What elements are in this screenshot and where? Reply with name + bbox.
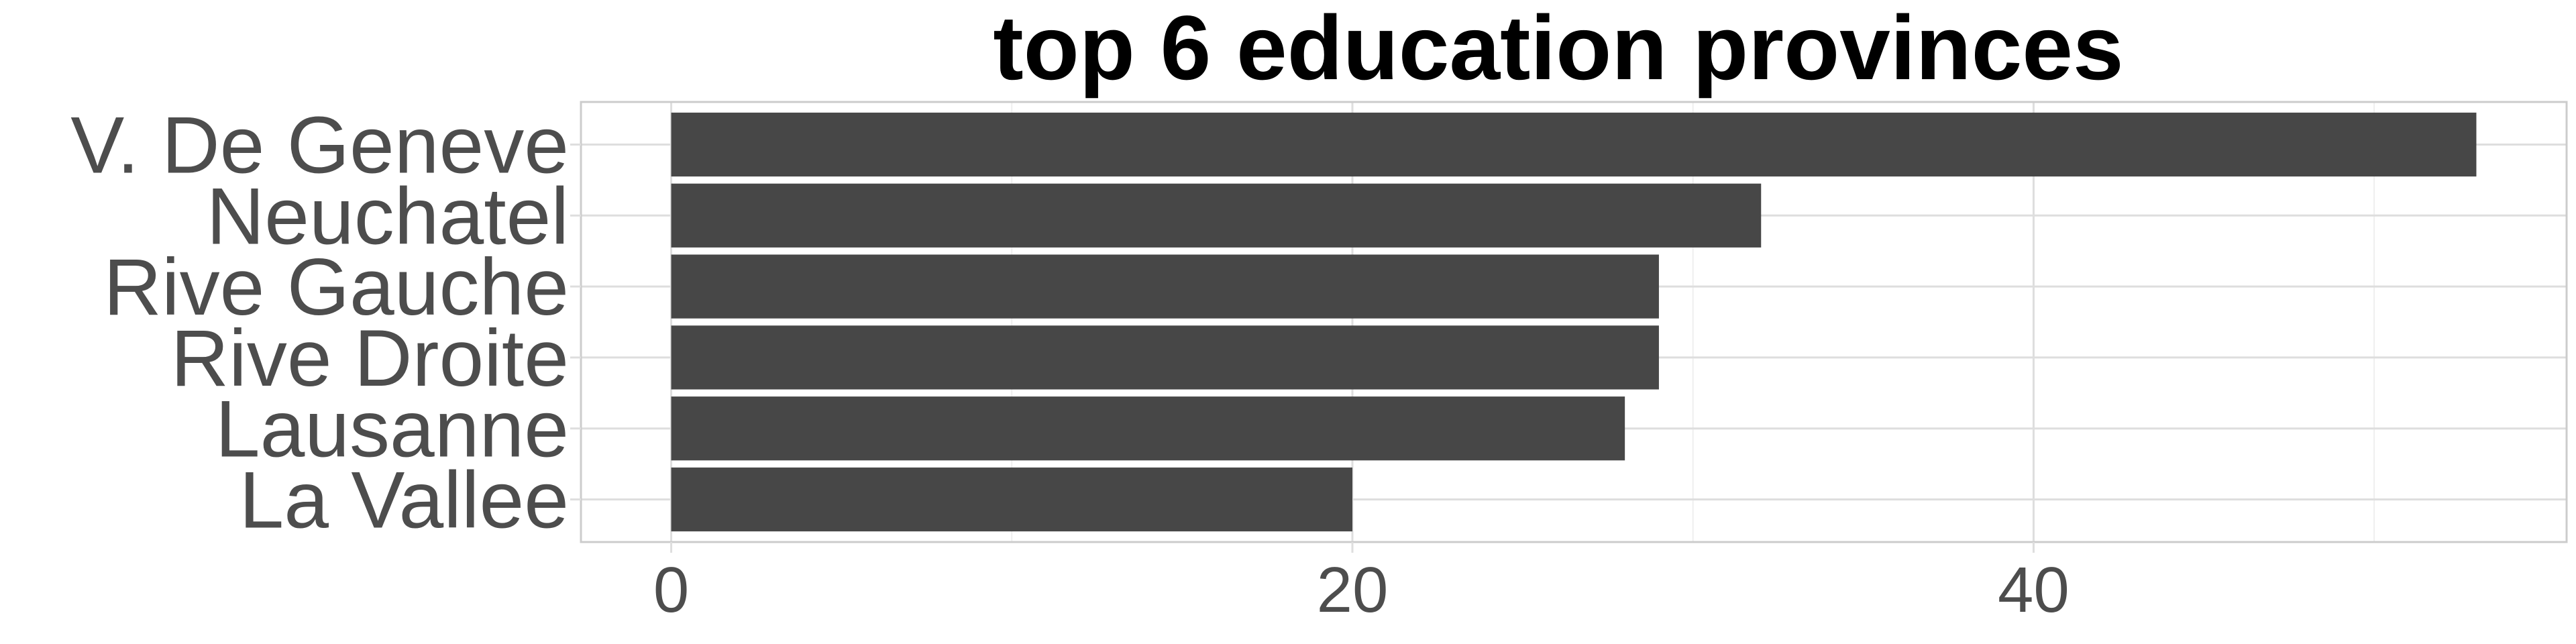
- chart-title: top 6 education provinces: [993, 0, 2123, 99]
- category-label: La Vallee: [239, 455, 569, 545]
- category-label: V. De Geneve: [70, 100, 569, 190]
- category-label: Neuchatel: [207, 171, 569, 261]
- category-label: Rive Droite: [171, 313, 570, 403]
- bar: [671, 325, 1659, 390]
- x-tick-label: 0: [653, 554, 689, 626]
- bar: [671, 396, 1625, 461]
- bar: [671, 183, 1762, 248]
- bar: [671, 112, 2477, 177]
- x-tick-label: 40: [1998, 554, 2070, 626]
- bars: [671, 112, 2477, 532]
- x-tick-label: 20: [1317, 554, 1389, 626]
- bar: [671, 467, 1352, 532]
- x-axis: 0 20 40: [653, 542, 2070, 626]
- category-label: Lausanne: [215, 384, 569, 474]
- category-label: Rive Gauche: [103, 242, 569, 332]
- panel-border: [580, 101, 2568, 543]
- bar: [671, 254, 1659, 319]
